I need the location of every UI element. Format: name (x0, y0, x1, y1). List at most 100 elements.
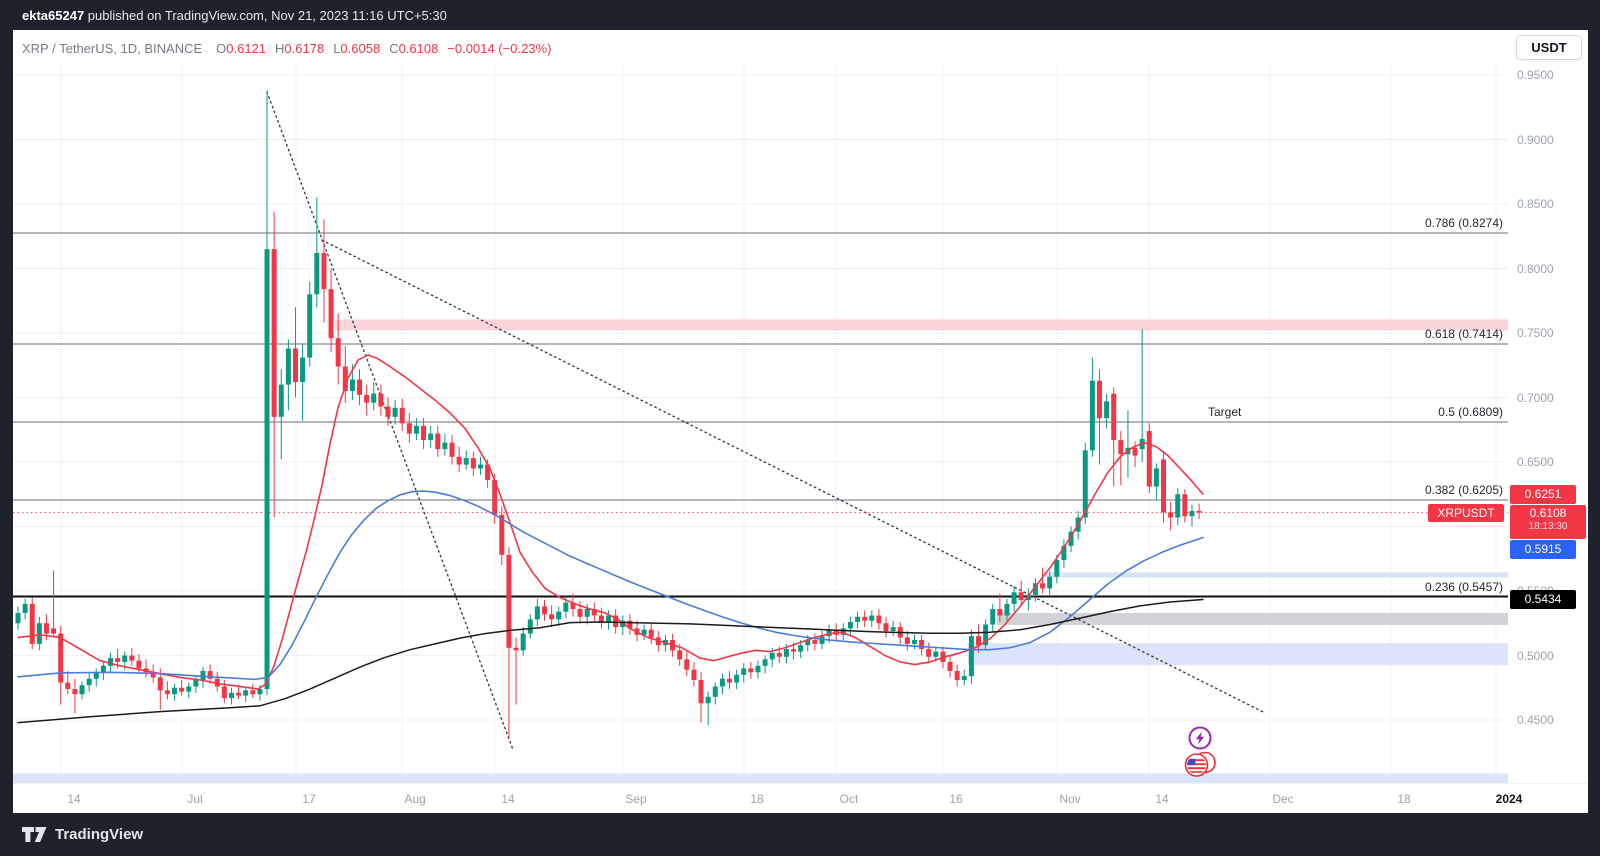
candle-body (179, 687, 185, 692)
ma-blue-value-badge: 0.5915 (1510, 539, 1576, 559)
lightning-idea-icon[interactable] (1185, 723, 1215, 753)
candle-body (769, 652, 775, 660)
candle-body (598, 615, 604, 622)
candle-body (1118, 440, 1124, 455)
symbol-title[interactable]: XRP / TetherUS, 1D, BINANCE (22, 40, 203, 56)
trendline-steep-dotted (266, 91, 514, 751)
change-value: −0.0014 (−0.23%) (447, 40, 552, 56)
candle-body (1082, 450, 1088, 518)
candle-body (862, 616, 868, 621)
candle-body (606, 615, 612, 622)
candle-body (122, 655, 128, 662)
candle-body (413, 425, 419, 434)
price-tick-label: 0.7000 (1517, 390, 1554, 405)
candle-body (549, 614, 555, 620)
last-price-with-countdown-badge: 0.6108 18:13:30 (1510, 504, 1586, 539)
candle-body (534, 606, 540, 620)
flag-idea-icon[interactable] (1181, 750, 1221, 780)
candle-body (542, 606, 548, 615)
candle-body (1096, 380, 1102, 419)
candle-body (43, 623, 49, 634)
candle-body (904, 637, 910, 644)
candle-body (520, 633, 526, 651)
countdown-timer: 18:13:30 (1528, 520, 1568, 532)
candle-body (129, 655, 135, 661)
candle-body (812, 640, 818, 644)
ohlc-item: H0.6178 (275, 40, 325, 56)
price-axis[interactable]: 0.9500 0.9000 0.8500 0.8000 0.7500 0.7000 0.65… (1508, 62, 1588, 783)
price-tick-label: 0.4500 (1517, 713, 1554, 727)
candle-body (86, 678, 92, 686)
candle-body (236, 692, 242, 696)
ohlc-item: C0.6108 (389, 40, 439, 56)
candle-body (1054, 560, 1060, 577)
candle-body (1168, 512, 1174, 518)
ohlc-item: L0.6058 (333, 40, 381, 56)
candle-body (463, 458, 469, 465)
time-tick-label: Dec (1272, 792, 1294, 806)
candle-body (335, 338, 341, 367)
candle-body (164, 690, 170, 695)
candle-body (577, 609, 583, 617)
tradingview-logo[interactable]: TradingView (22, 826, 143, 843)
candle-body (890, 627, 896, 631)
currency-toggle-button[interactable]: USDT (1516, 35, 1582, 60)
candle-body (428, 433, 434, 441)
candle-body (563, 602, 569, 612)
candle-body (570, 602, 576, 610)
candle-body (172, 687, 178, 695)
candle-body (250, 690, 256, 695)
candle-body (307, 294, 313, 358)
candle-body (1061, 545, 1067, 561)
candle-body (22, 603, 28, 613)
candle-body (378, 393, 384, 407)
time-tick-label: Aug (404, 792, 426, 806)
candle-body (228, 692, 234, 699)
candle-body (1104, 401, 1110, 419)
candle-body (321, 253, 327, 290)
candle-body (207, 670, 213, 679)
time-tick-label: 16 (949, 792, 963, 806)
zone-band-supply-thin-blue (1044, 572, 1508, 578)
candle-body (107, 658, 113, 666)
candle-body (1011, 592, 1017, 604)
candle-body (926, 649, 932, 657)
candle-body (933, 651, 939, 657)
candle-body (883, 623, 889, 631)
candle-body (855, 616, 861, 622)
candle-body (798, 645, 804, 652)
time-tick-label: 14 (501, 792, 515, 806)
candle-body (221, 686, 227, 699)
candle-body (741, 668, 747, 675)
candle-body (349, 379, 355, 392)
candle-body (648, 629, 654, 638)
candle-body (1025, 594, 1031, 601)
candle-body (1004, 603, 1010, 616)
ma-slow-black (17, 598, 1204, 724)
candlestick-chart[interactable] (13, 62, 1508, 783)
time-tick-label: 18 (1397, 792, 1411, 806)
candle-body (449, 442, 455, 457)
tradingview-logo-text: TradingView (55, 826, 144, 843)
candle-body (421, 425, 427, 441)
time-tick-label: 14 (67, 792, 81, 806)
time-axis[interactable]: 14 Jul 17 Aug 14 Sep 18 Oct 16 Nov 14 Dec 18 2024 (13, 783, 1588, 813)
candle-body (1040, 583, 1046, 589)
candle-body (591, 609, 597, 616)
candle-body (485, 464, 491, 481)
candle-body (1153, 468, 1159, 487)
candle-body (1182, 494, 1188, 517)
candle-body (748, 668, 754, 673)
candle-body (243, 690, 249, 696)
candle-body (456, 456, 462, 465)
ohlc-item: O0.6121 (216, 40, 267, 56)
publish-bar: ekta65247 published on TradingView.com, … (0, 0, 1600, 30)
candle-body (257, 689, 263, 695)
candle-body (357, 379, 363, 395)
candle-body (1175, 494, 1181, 518)
time-tick-label: Jul (187, 792, 203, 806)
price-tick-label: 0.7500 (1517, 326, 1554, 340)
candle-body (285, 348, 291, 385)
candle-body (79, 685, 85, 695)
ma-red-value-badge: 0.6251 (1510, 484, 1576, 504)
